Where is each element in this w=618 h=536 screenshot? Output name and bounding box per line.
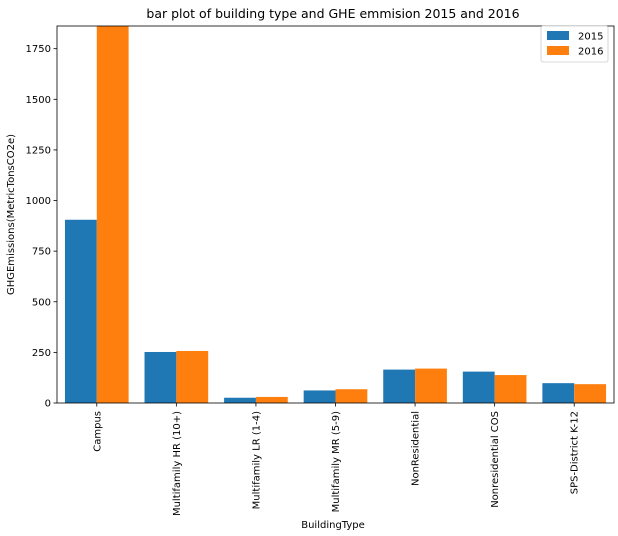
bar-2016-3 [335,389,368,403]
bar-2015-1 [144,351,177,403]
y-tick-label: 250 [32,348,51,359]
bar-2016-2 [255,396,288,403]
y-tick-label: 1500 [26,95,51,106]
bar-2015-3 [303,390,336,403]
bar-2015-6 [542,383,575,403]
y-axis: 0 250 500 750 1000 1250 1500 1750 [26,44,57,410]
y-tick-label: 1000 [26,196,51,207]
bar-2016-4 [415,368,447,403]
legend-swatch-2016 [547,46,569,55]
x-tick-label: Multifamily HR (10+) [172,411,183,516]
y-tick-label: 0 [45,399,51,410]
legend-label-2016: 2016 [578,47,603,58]
bar-2015-5 [462,371,495,403]
x-tick-label: Multifamily LR (1-4) [251,411,262,509]
y-tick-label: 500 [32,297,51,308]
y-tick-label: 1250 [26,145,51,156]
legend-swatch-2015 [547,31,569,40]
y-tick-label: 1750 [26,44,51,55]
bar-2016-0 [96,26,129,403]
legend: 2015 2016 [540,25,609,63]
plot-frame [56,25,615,404]
chart-title: bar plot of building type and GHE emmisi… [146,6,519,21]
x-tick-label: NonResidential [411,411,422,486]
bar-2015-2 [224,397,256,403]
bar-2016-6 [574,384,607,403]
legend-label-2015: 2015 [578,32,603,43]
y-axis-label: GHGEmissions(MetricTonsCO2e) [6,134,17,295]
x-axis: Campus Multifamily HR (10+) Multifamily LR… [92,403,581,516]
x-tick-label: Campus [92,411,103,452]
x-tick-label: Multifamily MR (5-9) [331,411,342,512]
x-tick-label: Nonresidential COS [490,411,501,508]
bar-2016-1 [176,350,209,403]
x-tick-label: SPS-District K-12 [570,411,581,494]
bars-group [64,26,607,403]
bar-2016-5 [494,375,527,403]
y-tick-label: 750 [32,247,51,258]
bar-2015-4 [383,369,416,403]
bar-2015-0 [64,219,97,403]
x-axis-label: BuildingType [301,520,365,531]
